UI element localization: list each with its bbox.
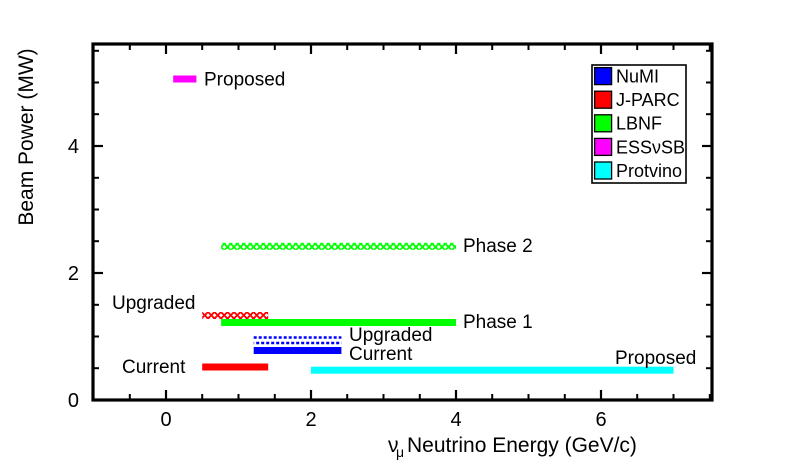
svg-text:Proposed: Proposed (615, 348, 696, 369)
svg-text:NuMI: NuMI (616, 67, 659, 87)
svg-text:Beam Power (MW): Beam Power (MW) (15, 48, 38, 225)
svg-text:2: 2 (305, 409, 316, 431)
svg-text:Proposed: Proposed (204, 70, 285, 91)
svg-text:μ: μ (396, 444, 404, 460)
svg-text:0: 0 (160, 409, 171, 431)
svg-text:Upgraded: Upgraded (112, 293, 195, 314)
svg-text:Phase 2: Phase 2 (463, 236, 533, 257)
svg-text:Current: Current (122, 357, 186, 378)
svg-text:4: 4 (450, 409, 461, 431)
svg-text:Upgraded: Upgraded (349, 325, 432, 346)
svg-text:ESSνSB: ESSνSB (616, 137, 685, 157)
svg-text:6: 6 (595, 409, 606, 431)
svg-text:0: 0 (68, 390, 79, 412)
svg-text:2: 2 (68, 263, 79, 285)
svg-text:Phase 1: Phase 1 (463, 312, 533, 333)
svg-text:Current: Current (349, 344, 413, 365)
svg-text:LBNF: LBNF (616, 114, 662, 134)
svg-text:4: 4 (68, 136, 79, 158)
svg-text:Neutrino Energy (GeV/c): Neutrino Energy (GeV/c) (407, 434, 637, 457)
svg-text:Protvino: Protvino (616, 161, 682, 181)
svg-text:J-PARC: J-PARC (616, 90, 680, 110)
